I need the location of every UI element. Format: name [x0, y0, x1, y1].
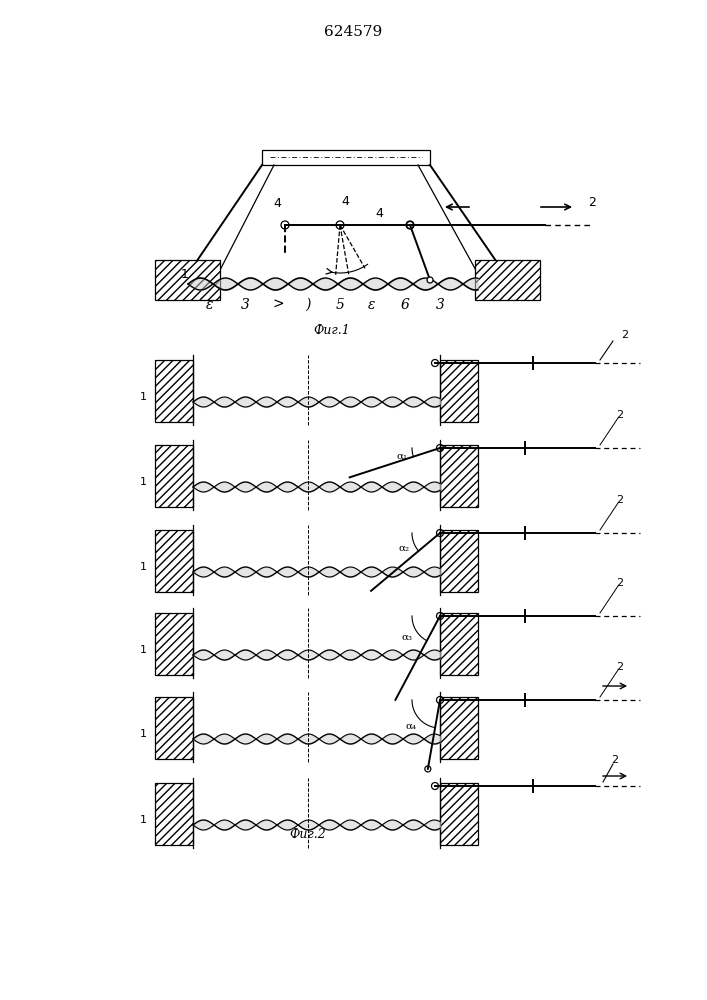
- Bar: [155, 783, 193, 845]
- Text: α₃: α₃: [402, 633, 413, 642]
- Text: 4: 4: [341, 195, 349, 208]
- Bar: [440, 783, 478, 845]
- Bar: [155, 445, 193, 507]
- Text: ): ): [305, 298, 310, 312]
- Bar: [440, 697, 478, 759]
- Text: 1: 1: [139, 645, 146, 655]
- Bar: [155, 260, 220, 300]
- Text: 5: 5: [336, 298, 344, 312]
- Text: ε: ε: [368, 298, 375, 312]
- Circle shape: [427, 277, 433, 283]
- Text: 3: 3: [436, 298, 445, 312]
- Text: 6: 6: [401, 298, 409, 312]
- Text: ε: ε: [206, 298, 214, 312]
- Text: 2: 2: [588, 196, 596, 210]
- Text: 2: 2: [621, 330, 629, 340]
- Bar: [440, 360, 478, 422]
- Text: 1: 1: [181, 268, 189, 282]
- Text: 4: 4: [273, 197, 281, 210]
- Text: 1: 1: [139, 729, 146, 739]
- Bar: [155, 360, 193, 422]
- Text: 4: 4: [375, 207, 383, 220]
- Text: α₂: α₂: [399, 543, 410, 552]
- Text: 2: 2: [617, 495, 624, 505]
- Text: 2: 2: [617, 410, 624, 420]
- Bar: [440, 445, 478, 507]
- Text: 1: 1: [139, 562, 146, 572]
- Bar: [155, 697, 193, 759]
- Text: Фиг.1: Фиг.1: [314, 324, 351, 336]
- Bar: [475, 260, 540, 300]
- Text: 1: 1: [139, 392, 146, 402]
- Text: Фиг.2: Фиг.2: [290, 828, 327, 842]
- Text: 2: 2: [617, 578, 624, 588]
- Bar: [155, 530, 193, 592]
- Bar: [440, 530, 478, 592]
- Text: α₄: α₄: [405, 722, 416, 731]
- Text: 2: 2: [617, 662, 624, 672]
- Text: 3: 3: [240, 298, 250, 312]
- Bar: [440, 613, 478, 675]
- Text: α₁: α₁: [397, 451, 408, 460]
- Text: 1: 1: [139, 477, 146, 487]
- Bar: [262, 150, 430, 165]
- Text: 1: 1: [139, 815, 146, 825]
- Text: 2: 2: [612, 755, 619, 765]
- Text: >: >: [272, 298, 284, 312]
- Bar: [155, 613, 193, 675]
- Text: 624579: 624579: [324, 25, 382, 39]
